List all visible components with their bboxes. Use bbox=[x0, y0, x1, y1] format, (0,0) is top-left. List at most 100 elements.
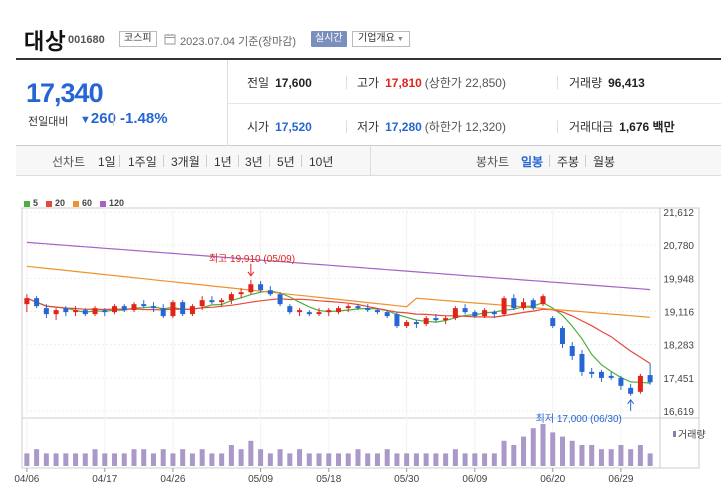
divider bbox=[163, 155, 164, 167]
ma20-line bbox=[26, 297, 651, 365]
candle-body bbox=[34, 298, 40, 307]
period-1y[interactable]: 1년 bbox=[214, 155, 232, 169]
period-1w[interactable]: 1주일 bbox=[128, 155, 157, 169]
volume-bar bbox=[238, 449, 244, 466]
volume-bar bbox=[24, 453, 30, 466]
candle-body bbox=[43, 308, 49, 315]
candle-body bbox=[73, 310, 79, 313]
open-price: 시가 17,520 bbox=[247, 118, 312, 135]
volume-bar bbox=[277, 449, 283, 466]
candle-body bbox=[618, 377, 624, 386]
candle-body bbox=[550, 318, 556, 327]
candle-body bbox=[452, 308, 458, 319]
volume-bar bbox=[297, 449, 303, 466]
candle-body bbox=[491, 312, 497, 315]
candle-weekly[interactable]: 주봉 bbox=[557, 155, 580, 169]
volume-legend-swatch bbox=[673, 431, 676, 437]
divider bbox=[370, 146, 371, 176]
volume: 거래량 96,413 bbox=[569, 74, 645, 91]
upper-limit-value: 22,850) bbox=[465, 76, 506, 90]
divider bbox=[238, 155, 239, 167]
quote-panel: 17,340 전일대비 ▼260 -1.48% 전일 17,600 고가 17,81… bbox=[16, 58, 721, 146]
realtime-button[interactable]: 실시간 bbox=[311, 31, 347, 47]
period-3m[interactable]: 3개월 bbox=[171, 155, 200, 169]
candle-body bbox=[637, 375, 643, 392]
candle-body bbox=[608, 375, 614, 378]
x-tick-label: 04/17 bbox=[92, 474, 117, 485]
volume-bar bbox=[530, 428, 536, 466]
legend-item-ma5: 5 bbox=[24, 198, 38, 208]
volume-bar bbox=[598, 449, 604, 466]
volume-label: 거래량 bbox=[678, 429, 706, 441]
volume-bar bbox=[150, 453, 156, 466]
open-value: 17,520 bbox=[275, 120, 312, 134]
candle-body bbox=[228, 294, 234, 301]
stock-code: 001680 bbox=[68, 34, 105, 46]
volume-bar bbox=[501, 440, 507, 466]
period-10y[interactable]: 10년 bbox=[309, 155, 334, 169]
candle-body bbox=[121, 306, 127, 311]
candle-body bbox=[258, 284, 264, 291]
chart-legend: 5 20 60 120 bbox=[24, 198, 132, 208]
y-tick-label: 17,451 bbox=[663, 374, 694, 385]
chevron-down-icon: ▼ bbox=[396, 36, 404, 43]
candle-body bbox=[92, 308, 98, 315]
divider bbox=[557, 76, 558, 89]
candle-monthly[interactable]: 월봉 bbox=[593, 155, 616, 169]
candle-body bbox=[297, 310, 303, 313]
candle-body bbox=[511, 298, 517, 309]
candle-body bbox=[24, 298, 30, 305]
volume-bar bbox=[102, 453, 108, 466]
low-price: 저가 17,280 (하한가 12,320) bbox=[357, 118, 506, 135]
candle-body bbox=[521, 302, 527, 309]
period-5y[interactable]: 5년 bbox=[277, 155, 295, 169]
candle-body bbox=[287, 306, 293, 313]
change-value: ▼260 bbox=[80, 110, 116, 127]
candle-body bbox=[628, 387, 634, 394]
candle-body bbox=[326, 310, 332, 313]
y-tick-label: 21,612 bbox=[663, 208, 694, 219]
candle-body bbox=[160, 308, 166, 317]
volume-bar bbox=[452, 449, 458, 466]
min-annotation: 최저 17,000 (06/30) bbox=[536, 413, 622, 425]
period-3y[interactable]: 3년 bbox=[245, 155, 263, 169]
x-tick-label: 04/06 bbox=[14, 474, 39, 485]
volume-bar bbox=[209, 453, 215, 466]
divider bbox=[113, 112, 114, 126]
divider bbox=[119, 155, 120, 167]
low-label: 저가 bbox=[357, 120, 380, 134]
candle-body bbox=[433, 318, 439, 321]
low-value: 17,280 bbox=[385, 120, 422, 134]
candle-body bbox=[316, 312, 322, 315]
candle-body bbox=[209, 300, 215, 303]
period-1d[interactable]: 1일 bbox=[98, 155, 116, 169]
divider bbox=[346, 120, 347, 133]
candle-body bbox=[501, 298, 507, 315]
candle-body bbox=[462, 308, 468, 313]
x-tick-label: 06/09 bbox=[462, 474, 487, 485]
candle-body bbox=[423, 318, 429, 325]
x-tick-label: 06/29 bbox=[608, 474, 633, 485]
company-overview-dropdown[interactable]: 기업개요 ▼ bbox=[352, 31, 410, 47]
volume-bar bbox=[43, 453, 49, 466]
volume-bar bbox=[374, 453, 380, 466]
legend-item-ma20: 20 bbox=[46, 198, 65, 208]
legend-swatch bbox=[24, 200, 30, 207]
candle-body bbox=[598, 371, 604, 378]
candle-daily[interactable]: 일봉 bbox=[521, 155, 544, 169]
open-label: 시가 bbox=[247, 120, 270, 134]
volume-bar bbox=[92, 449, 98, 466]
x-tick-label: 05/30 bbox=[394, 474, 419, 485]
y-tick-label: 19,948 bbox=[663, 274, 694, 285]
candle-body bbox=[365, 308, 371, 311]
legend-swatch bbox=[100, 200, 107, 207]
amount-unit: 백만 bbox=[652, 120, 675, 134]
candle-body bbox=[267, 290, 273, 295]
volume-bar bbox=[462, 453, 468, 466]
volume-bar bbox=[170, 453, 176, 466]
volume-bar bbox=[521, 436, 527, 466]
candle-body bbox=[472, 312, 478, 317]
x-tick-label: 06/20 bbox=[540, 474, 565, 485]
volume-bar bbox=[131, 449, 137, 466]
upper-limit-label: (상한가 bbox=[424, 76, 462, 90]
